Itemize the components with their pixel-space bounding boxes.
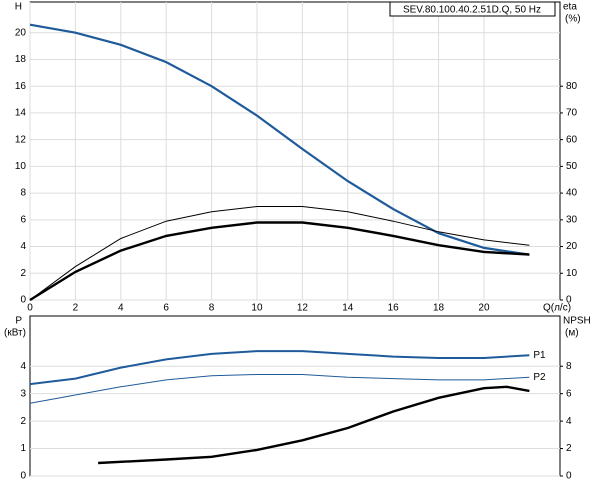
x-tick-label: 8: [209, 303, 215, 314]
y2-tick-label: 70: [566, 108, 578, 119]
y2-axis-label: eta: [563, 2, 577, 13]
x-tick-label: 6: [163, 303, 169, 314]
y-tick-label: 1: [20, 443, 26, 454]
x-tick-label: 20: [478, 303, 490, 314]
y-tick-label: 12: [15, 134, 27, 145]
x-tick-label: 12: [297, 303, 309, 314]
y-tick-label: 2: [20, 416, 26, 427]
y2-tick-label: 4: [566, 416, 572, 427]
x-tick-label: 16: [388, 303, 400, 314]
x-tick-label: 10: [251, 303, 263, 314]
data-line: [98, 385, 530, 465]
x-tick-label: 4: [118, 303, 124, 314]
y-tick-label: 18: [15, 54, 27, 65]
y2-tick-label: 8: [566, 361, 572, 372]
y2-tick-label: 0: [566, 295, 572, 306]
x-axis-label: Q(л/с): [543, 303, 571, 314]
y2-tick-label: 2: [566, 443, 572, 454]
data-line: [29, 206, 530, 301]
plot-area: [29, 315, 561, 477]
y-tick-label: 0: [20, 295, 26, 306]
y-tick-label: 10: [15, 161, 27, 172]
chart-title: SEV.80.100.40.2.51D.Q, 50 Hz: [403, 5, 541, 16]
y2-axis-unit: (%): [565, 14, 581, 25]
y-tick-label: 14: [15, 108, 27, 119]
x-tick-label: 0: [27, 303, 33, 314]
y2-tick-label: 40: [566, 188, 578, 199]
y-axis-label: P: [15, 316, 22, 327]
data-line: [29, 350, 530, 386]
y2-tick-label: 50: [566, 161, 578, 172]
x-tick-label: 18: [433, 303, 445, 314]
y2-tick-label: 60: [566, 134, 578, 145]
y-axis-label: H: [15, 2, 22, 13]
title-box: [389, 1, 556, 17]
y2-tick-label: 20: [566, 241, 578, 252]
y2-axis-label: NPSH: [563, 316, 591, 327]
y-axis-unit: (кВт): [4, 328, 26, 339]
y-tick-label: 2: [20, 268, 26, 279]
y-tick-label: 4: [20, 361, 26, 372]
y2-tick-label: 0: [566, 471, 572, 480]
y2-tick-label: 6: [566, 388, 572, 399]
y2-tick-label: 10: [566, 268, 578, 279]
data-line: [29, 23, 530, 256]
x-tick-label: 2: [73, 303, 79, 314]
y2-tick-label: 30: [566, 214, 578, 225]
y-tick-label: 0: [20, 471, 26, 480]
y-tick-label: 8: [20, 188, 26, 199]
y-tick-label: 16: [15, 81, 27, 92]
series-label: P1: [533, 350, 546, 361]
y2-axis-unit: (м): [565, 328, 579, 339]
y-tick-label: 4: [20, 241, 26, 252]
y-tick-label: 20: [15, 27, 27, 38]
data-line: [29, 221, 530, 302]
series-label: P2: [533, 372, 546, 383]
data-line: [29, 374, 530, 404]
x-tick-label: 14: [342, 303, 354, 314]
y-tick-label: 6: [20, 214, 26, 225]
y2-tick-label: 80: [566, 81, 578, 92]
y-tick-label: 3: [20, 388, 26, 399]
